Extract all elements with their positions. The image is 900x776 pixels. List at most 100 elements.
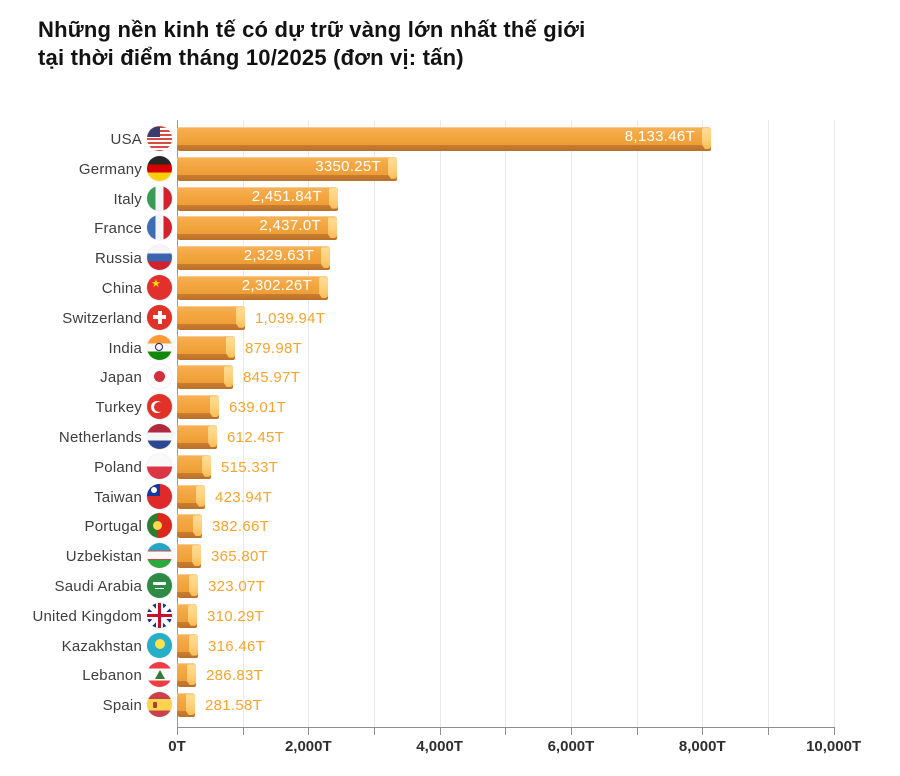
gold-bar-portugal [177, 514, 202, 539]
value-label: 286.83T [206, 667, 264, 685]
country-label-lebanon: Lebanon [82, 667, 142, 685]
bar-row-portugal: Portugal 382.66T [0, 513, 900, 544]
x-axis-tick-label: 6,000T [547, 738, 595, 755]
bar-row-spain: Spain 281.58T [0, 692, 900, 723]
flag-china-icon [147, 275, 172, 300]
country-label-turkey: Turkey [95, 399, 142, 417]
flag-poland-icon [147, 453, 172, 479]
country-label-kazakhstan: Kazakhstan [61, 637, 142, 655]
flag-germany-icon [147, 155, 172, 181]
flag-russia-icon [147, 245, 172, 271]
bar-end-cap-icon [388, 157, 397, 179]
bar-end-cap-icon [186, 694, 195, 716]
bar-row-uzbekistan: Uzbekistan 365.80T [0, 543, 900, 574]
bar-row-kazakhstan: Kazakhstan 316.46T [0, 632, 900, 664]
value-label: 1,039.94T [255, 309, 326, 327]
country-label-switzerland: Switzerland [62, 309, 142, 327]
chart-title-line2: tại thời điểm tháng 10/2025 (đơn vị: tấn… [38, 45, 464, 70]
gold-bar-netherlands [177, 425, 217, 449]
bar-row-poland: Poland 515.33T [0, 453, 900, 485]
gold-bar-india [177, 335, 235, 360]
country-label-germany: Germany [78, 160, 142, 178]
flag-netherlands-icon [147, 424, 172, 449]
gold-bar-china: 2,302.26T [177, 276, 328, 300]
country-label-saudi-arabia: Saudi Arabia [54, 578, 142, 595]
flag-portugal-icon [147, 513, 172, 539]
value-label: 2,302.26T [241, 277, 312, 294]
value-label: 2,329.63T [243, 247, 314, 265]
flag-india-icon [147, 334, 172, 360]
gold-bar-germany: 3350.25T [177, 156, 397, 181]
value-label: 423.94T [215, 488, 273, 506]
gold-bar-russia: 2,329.63T [177, 246, 330, 271]
value-label: 879.98T [245, 339, 303, 357]
x-axis-tick-label: 8,000T [678, 738, 726, 755]
gold-bar-japan [177, 365, 233, 390]
value-label: 515.33T [221, 458, 279, 476]
x-axis-tick [702, 728, 704, 735]
x-axis-tick-label: 4,000T [416, 738, 463, 755]
bar-row-united-kingdom: United Kingdom 310.29T [0, 602, 900, 634]
value-label: 612.45T [227, 429, 285, 446]
country-label-usa: USA [110, 131, 142, 148]
x-axis-tick [767, 728, 769, 735]
flag-japan-icon [147, 364, 172, 390]
gold-bar-turkey [177, 395, 219, 420]
country-label-italy: Italy [113, 190, 142, 208]
country-label-poland: Poland [94, 458, 142, 476]
bar-end-cap-icon [328, 217, 337, 239]
gridline [242, 120, 244, 727]
flag-saudi-arabia-icon [147, 573, 172, 598]
country-label-india: India [108, 339, 142, 357]
value-label: 639.01T [229, 399, 287, 417]
bar-end-cap-icon [226, 336, 235, 358]
gold-bar-switzerland [177, 305, 245, 330]
bar-end-cap-icon [319, 277, 328, 298]
gridline [308, 120, 310, 727]
flag-taiwan-icon [147, 483, 172, 509]
x-axis-tick-label: 0T [168, 738, 186, 755]
bar-row-switzerland: Switzerland 1,039.94T [0, 304, 900, 336]
gold-bar-taiwan [177, 484, 205, 509]
bar-end-cap-icon [189, 634, 198, 656]
gridline [833, 120, 835, 727]
gold-bar-poland [177, 454, 211, 479]
gold-bar-spain [177, 693, 195, 718]
country-label-uzbekistan: Uzbekistan [65, 548, 142, 566]
bar-end-cap-icon [321, 247, 330, 269]
flag-usa-icon [147, 126, 172, 151]
flag-italy-icon [147, 185, 172, 211]
gold-bar-uzbekistan [177, 544, 201, 569]
value-label: 845.97T [243, 369, 301, 387]
x-axis-tick [177, 728, 178, 735]
x-axis-line [177, 727, 835, 728]
x-axis-tick [439, 728, 441, 735]
bar-row-russia: Russia 2,329.63T [0, 245, 900, 276]
bar-end-cap-icon [702, 128, 711, 149]
flag-lebanon-icon [147, 662, 172, 688]
flag-kazakhstan-icon [147, 632, 172, 658]
x-axis-tick [373, 728, 375, 735]
flag-spain-icon [147, 692, 172, 718]
value-label: 281.58T [205, 697, 263, 715]
bar-row-saudi-arabia: Saudi Arabia 323.07T [0, 573, 900, 604]
bar-row-turkey: Turkey 639.01T [0, 394, 900, 425]
bar-end-cap-icon [208, 426, 217, 447]
chart-title-line1: Những nền kinh tế có dự trữ vàng lớn nhấ… [38, 17, 586, 42]
x-axis-tick [308, 728, 310, 735]
value-label: 2,437.0T [259, 217, 321, 235]
bar-end-cap-icon [329, 187, 338, 209]
bar-end-cap-icon [192, 545, 201, 567]
x-axis-tick [636, 728, 638, 735]
bar-end-cap-icon [236, 306, 245, 328]
bar-end-cap-icon [196, 485, 205, 507]
value-label: 316.46T [208, 637, 266, 655]
gridline [702, 120, 704, 727]
gridline [439, 120, 441, 727]
country-label-france: France [94, 220, 142, 238]
bar-row-lebanon: Lebanon 286.83T [0, 662, 900, 693]
value-label: 2,451.84T [251, 187, 322, 205]
x-axis-tick [505, 728, 507, 735]
gridline [636, 120, 638, 727]
